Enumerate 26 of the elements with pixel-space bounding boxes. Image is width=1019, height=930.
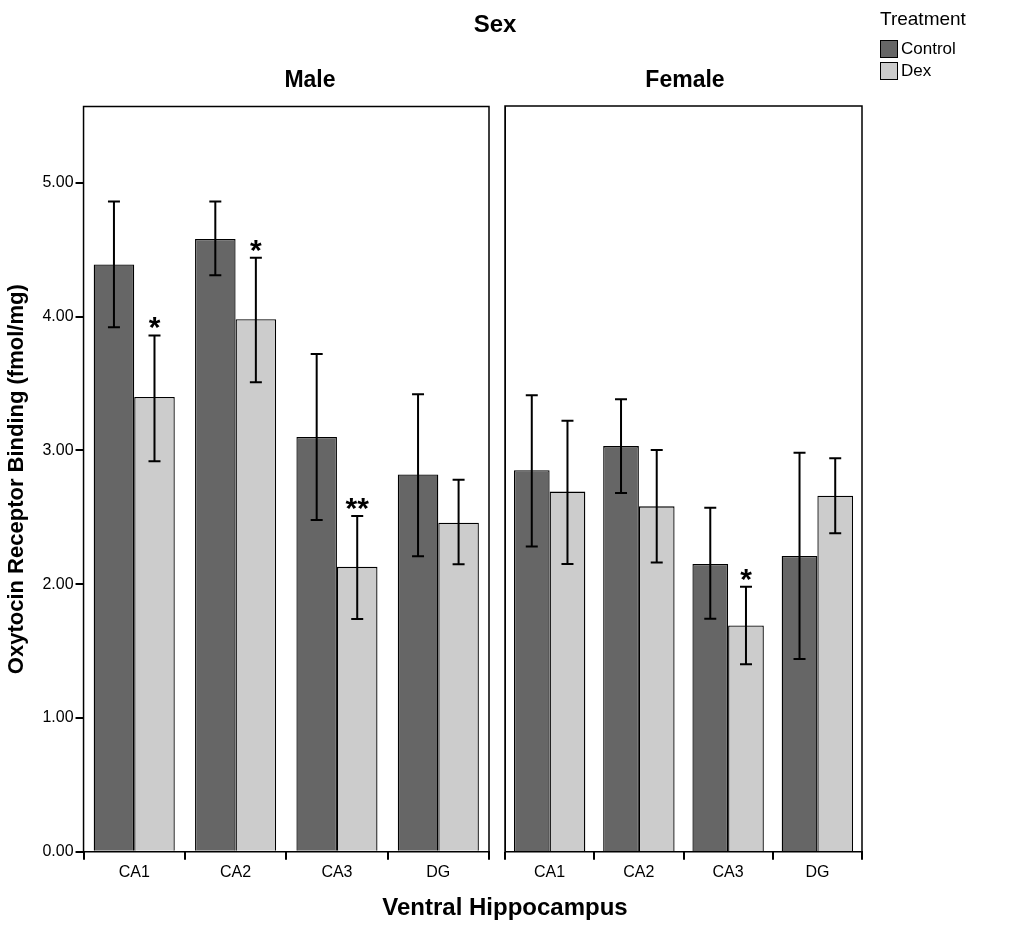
x-tick-label: CA2 [220,862,252,880]
x-tick-label: CA1 [534,862,566,880]
y-tick-label: 3.00 [42,440,74,458]
annotation: * [740,561,753,595]
x-tick-label: CA3 [321,862,353,880]
x-tick-label: CA2 [623,862,655,880]
y-tick-label: 4.00 [42,307,74,325]
annotation: * [148,310,161,344]
x-tick-label: DG [805,862,830,880]
annotation: ** [345,490,370,524]
chart-subtitle: Female [644,66,726,93]
legend-title: Treatment [880,8,966,30]
y-axis-title: Oxytocin Receptor Binding (fmol/mg) [3,284,29,675]
legend-label: Dex [901,61,932,81]
legend-label: Control [901,39,956,59]
x-tick-label: CA3 [712,862,744,880]
x-tick-label: DG [426,862,451,880]
y-tick-label: 0.00 [42,842,74,860]
chart-title: Sex [473,10,517,37]
x-axis-title: Ventral Hippocampus [381,893,629,921]
x-tick-label: CA1 [118,862,150,880]
y-tick-label: 1.00 [42,708,74,726]
y-tick-label: 5.00 [42,173,74,191]
chart-subtitle: Male [283,66,337,93]
y-tick-label: 2.00 [42,574,74,592]
annotation: * [250,232,263,266]
